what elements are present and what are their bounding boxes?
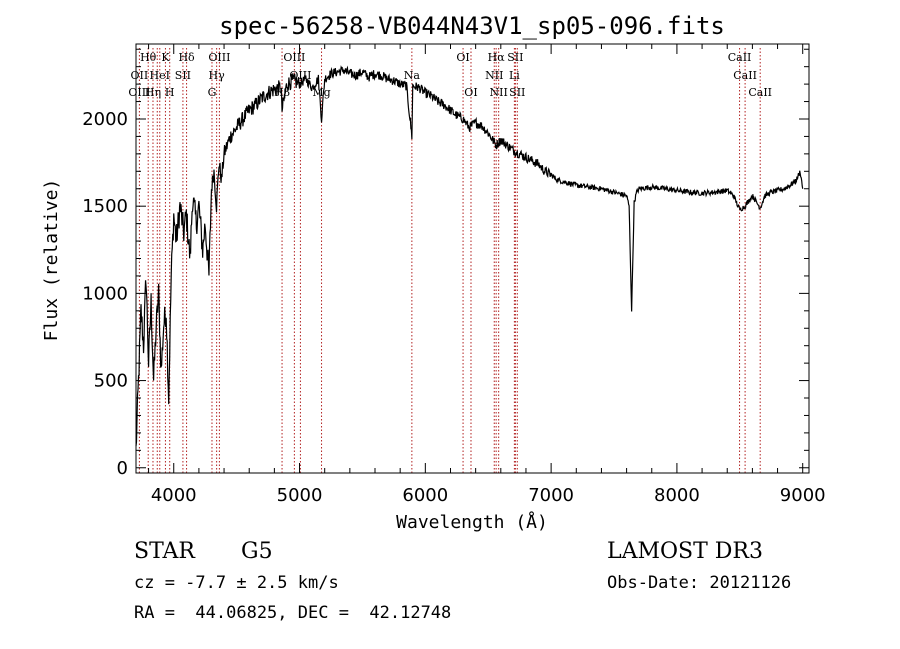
x-axis: 4000 5000 6000 7000 8000 9000 — [148, 44, 826, 506]
line-marker-label: CaII — [728, 51, 752, 64]
line-marker-label: G — [208, 86, 217, 99]
line-marker-label: OIII — [128, 86, 150, 99]
x-tick-label: 6000 — [402, 485, 448, 506]
line-marker-label: Li — [509, 69, 520, 82]
line-marker-label: Hδ — [178, 51, 195, 64]
x-axis-label: Wavelength (Å) — [396, 511, 548, 533]
line-marker-label: Hη — [145, 86, 161, 99]
x-tick-label: 8000 — [654, 485, 700, 506]
coordinates-label: RA = 44.06825, DEC = 42.12748 — [134, 603, 452, 623]
line-marker-label: Mg — [312, 86, 330, 99]
redshift-label: cz = -7.7 ± 2.5 km/s — [134, 573, 339, 593]
x-tick-label: 5000 — [277, 485, 323, 506]
line-marker-label: SII — [507, 51, 523, 64]
line-marker-label: NII — [485, 69, 503, 82]
line-marker-label: OIII — [283, 51, 305, 64]
line-marker-label: OI — [456, 51, 469, 64]
y-tick-label: 0 — [117, 458, 128, 479]
line-marker-label: OII — [131, 69, 149, 82]
line-marker-label: H — [165, 86, 175, 99]
obs-date-label: Obs-Date: 20121126 — [607, 573, 792, 593]
y-tick-label: 1000 — [82, 283, 128, 304]
x-tick-label: 7000 — [528, 485, 574, 506]
line-marker-labels: OIIOIIIHθHηHeIKHSIIHδGHγOIIIHβOIIIOIIIMg… — [128, 51, 772, 99]
chart-title: spec-56258-VB044N43V1_sp05-096.fits — [219, 12, 725, 40]
line-marker-label: OI — [464, 86, 477, 99]
object-subclass: G5 — [241, 539, 273, 564]
line-marker-label: NII — [490, 86, 508, 99]
x-tick-label: 9000 — [780, 485, 826, 506]
line-marker-label: Hγ — [209, 69, 226, 82]
survey-label: LAMOST DR3 — [607, 539, 763, 564]
plot-frame — [135, 43, 810, 474]
line-marker-label: HeI — [150, 69, 170, 82]
spectrum-line — [135, 65, 804, 447]
y-tick-label: 500 — [94, 371, 128, 392]
line-marker-label: Hα — [488, 51, 506, 64]
line-marker-label: CaII — [733, 69, 757, 82]
object-class: STAR — [134, 539, 195, 564]
line-marker-label: SII — [175, 69, 191, 82]
y-tick-label: 1500 — [82, 196, 128, 217]
line-marker-label: Na — [404, 69, 421, 82]
line-marker-label: OIII — [208, 51, 230, 64]
line-marker-label: SII — [509, 86, 525, 99]
y-axis: 0 500 1000 1500 2000 — [82, 48, 809, 479]
y-axis-label: Flux (relative) — [41, 179, 62, 342]
x-tick-label: 4000 — [151, 485, 197, 506]
line-marker-label: Hθ — [140, 51, 157, 64]
line-marker-label: CaII — [748, 86, 772, 99]
y-tick-label: 2000 — [82, 109, 128, 130]
line-marker-label: K — [161, 51, 170, 64]
